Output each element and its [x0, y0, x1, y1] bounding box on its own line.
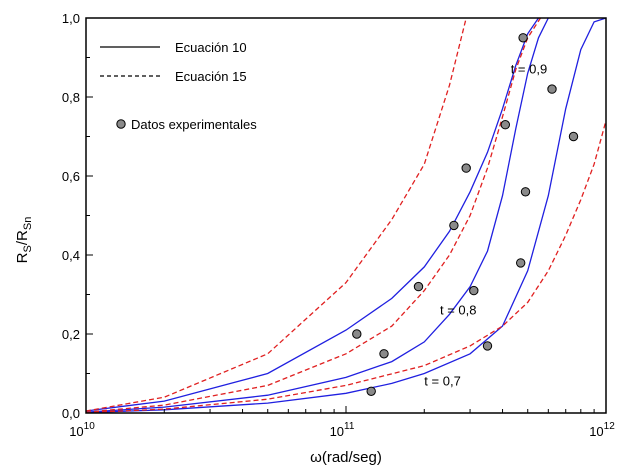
x-tick-label: 1012: [589, 421, 615, 439]
x-tick-label-exponent: 11: [344, 421, 355, 432]
experimental-point: [482, 341, 493, 351]
x-tick-label-exponent: 12: [604, 421, 616, 432]
x-tick-label-exponent: 10: [84, 421, 96, 432]
y-tick-label: 0,2: [62, 327, 80, 342]
curve-ecuacion-10-4: [85, 17, 607, 414]
experimental-point: [366, 386, 376, 396]
y-axis-title-base: R: [14, 252, 31, 263]
x-tick-label: 1010: [69, 421, 95, 439]
x-axis-title: ω(rad/seg): [310, 449, 382, 465]
experimental-point: [469, 285, 479, 296]
curve-label-t08: t = 0,8: [440, 302, 477, 317]
experimental-points-layer: [352, 33, 579, 396]
curve-ecuacion-10-2: [85, 17, 549, 413]
experimental-point: [379, 349, 389, 359]
y-tick-label: 0,4: [62, 248, 80, 263]
y-axis-title-sub1: S: [22, 245, 34, 252]
y-tick-label: 1,0: [62, 11, 80, 26]
y-tick-label: 0,0: [62, 406, 80, 421]
legend-label-ecuacion-10: Ecuación 10: [175, 40, 247, 55]
legend-label-ecuacion-15: Ecuación 15: [175, 69, 247, 84]
experimental-point: [516, 258, 526, 268]
y-tick-label: 0,6: [62, 169, 80, 184]
experimental-point: [518, 33, 528, 43]
experimental-point: [449, 220, 459, 231]
curve-label-t07: t = 0,7: [424, 373, 461, 388]
experimental-point: [413, 281, 424, 292]
curve-ecuacion-15-1: [85, 17, 467, 412]
legend-marker-sample: [116, 119, 126, 129]
y-axis-title-mid: /R: [14, 230, 31, 245]
experimental-point: [500, 120, 510, 130]
legend-label-datos-experimentales: Datos experimentales: [131, 117, 257, 132]
y-axis-title-sub2: Sn: [22, 217, 34, 230]
curve-ecuacion-15-5: [85, 120, 607, 414]
y-tick-label: 0,8: [62, 90, 80, 105]
experimental-point: [520, 187, 531, 197]
curves-layer: [85, 17, 607, 414]
experimental-point: [568, 131, 579, 142]
curve-ecuacion-15-3: [85, 17, 542, 413]
x-tick-label: 1011: [330, 421, 355, 439]
curve-ecuacion-10-0: [85, 17, 540, 412]
experimental-point: [547, 84, 557, 94]
experimental-point: [461, 163, 471, 173]
y-axis-title: RS/RSn: [14, 217, 34, 264]
experimental-point: [352, 329, 362, 339]
legend: Ecuación 10 Ecuación 15 Datos experiment…: [100, 40, 257, 132]
curve-label-t09: t = 0,9: [511, 61, 548, 76]
